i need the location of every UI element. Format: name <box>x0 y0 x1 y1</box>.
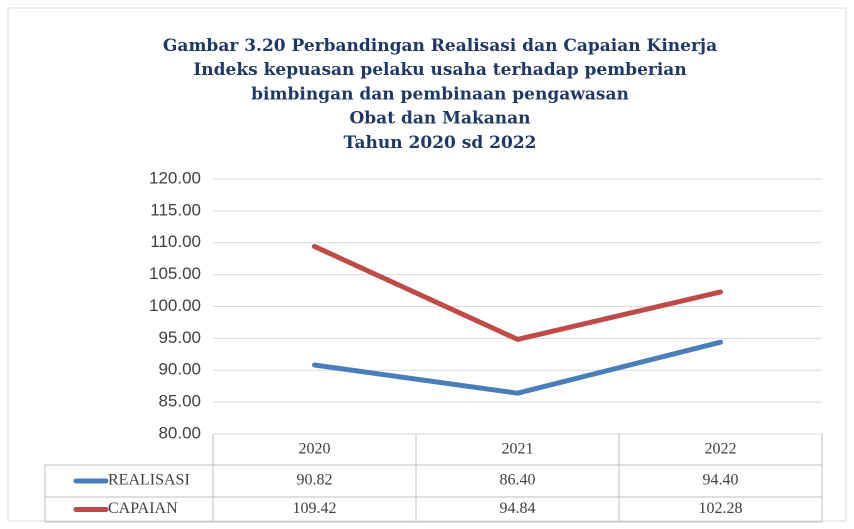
y-tick-label: 80.00 <box>158 423 201 442</box>
y-tick-label: 95.00 <box>158 328 201 347</box>
y-tick-label: 120.00 <box>149 168 201 187</box>
series-line <box>312 339 723 396</box>
legend-label: REALISASI <box>108 472 190 489</box>
y-tick-label: 85.00 <box>158 392 201 411</box>
table-value: 94.84 <box>500 500 536 517</box>
chart-title: Tahun 2020 sd 2022 <box>344 133 537 153</box>
y-tick-label: 110.00 <box>150 232 201 251</box>
chart-border <box>7 7 847 522</box>
y-tick-label: 105.00 <box>149 264 201 283</box>
x-tick-label: 2020 <box>299 441 331 458</box>
y-tick-label: 115.00 <box>150 200 201 219</box>
series-line <box>312 243 723 342</box>
y-tick-label: 100.00 <box>149 296 201 315</box>
table-value: 90.82 <box>297 472 333 489</box>
legend-label: CAPAIAN <box>108 500 178 517</box>
chart-title: Indeks kepuasan pelaku usaha terhadap pe… <box>193 60 686 80</box>
x-tick-label: 2022 <box>705 441 737 458</box>
y-tick-label: 90.00 <box>158 360 201 379</box>
chart-title: Obat dan Makanan <box>349 109 530 129</box>
chart-title: Gambar 3.20 Perbandingan Realisasi dan C… <box>163 36 717 56</box>
table-value: 102.28 <box>699 500 743 517</box>
chart-title: bimbingan dan pembinaan pengawasan <box>251 84 629 104</box>
table-value: 109.42 <box>293 500 337 517</box>
table-value: 94.40 <box>703 472 739 489</box>
x-tick-label: 2021 <box>502 441 534 458</box>
table-value: 86.40 <box>500 472 536 489</box>
